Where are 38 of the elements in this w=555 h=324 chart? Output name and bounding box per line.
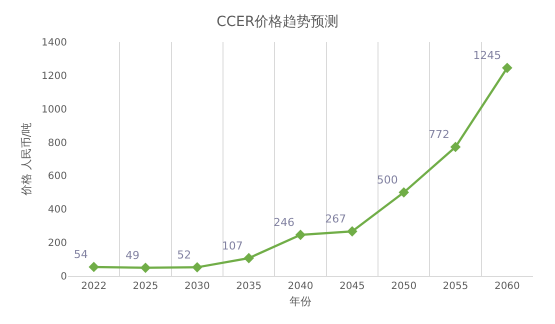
x-tick-label: 2050 [391, 281, 417, 292]
point [88, 262, 100, 272]
data-label: 49 [126, 249, 140, 262]
x-axis-title: 年份 [290, 295, 312, 308]
x-tick-label: 2060 [494, 281, 520, 292]
chart-title: CCER价格趋势预测 [216, 14, 339, 30]
point [244, 252, 254, 264]
x-tick-label: 2045 [339, 281, 365, 292]
data-label: 107 [222, 239, 243, 252]
point [295, 230, 306, 240]
x-tick-label: 2040 [288, 281, 314, 292]
point [346, 226, 358, 237]
point [450, 142, 461, 152]
y-tick-label: 600 [48, 171, 67, 182]
x-tick-label: 2035 [236, 281, 262, 292]
y-tick-label: 0 [60, 272, 67, 282]
y-axis-title: 价格 人民币/吨 [20, 122, 34, 197]
point [502, 62, 512, 74]
y-tick-label: 400 [48, 204, 67, 216]
x-tick-label: 2055 [442, 281, 468, 292]
data-label: 772 [428, 128, 450, 142]
data-label: 246 [274, 216, 294, 230]
y-tick-label: 1200 [42, 70, 67, 82]
data-label: 54 [74, 248, 88, 262]
data-label: 1245 [473, 49, 502, 62]
point [398, 187, 410, 198]
data-label: 52 [177, 248, 192, 262]
x-tick-label: 2022 [81, 281, 107, 292]
y-tick-label: 800 [48, 138, 67, 149]
point [140, 262, 151, 274]
data-label: 267 [325, 212, 346, 226]
y-tick-label: 1400 [42, 38, 67, 48]
x-tick-label: 2030 [184, 281, 210, 292]
point [192, 262, 202, 273]
y-tick-label: 1000 [42, 104, 67, 116]
y-tick-label: 200 [48, 238, 67, 250]
x-tick-label: 2025 [132, 281, 158, 292]
data-label: 500 [376, 174, 398, 187]
